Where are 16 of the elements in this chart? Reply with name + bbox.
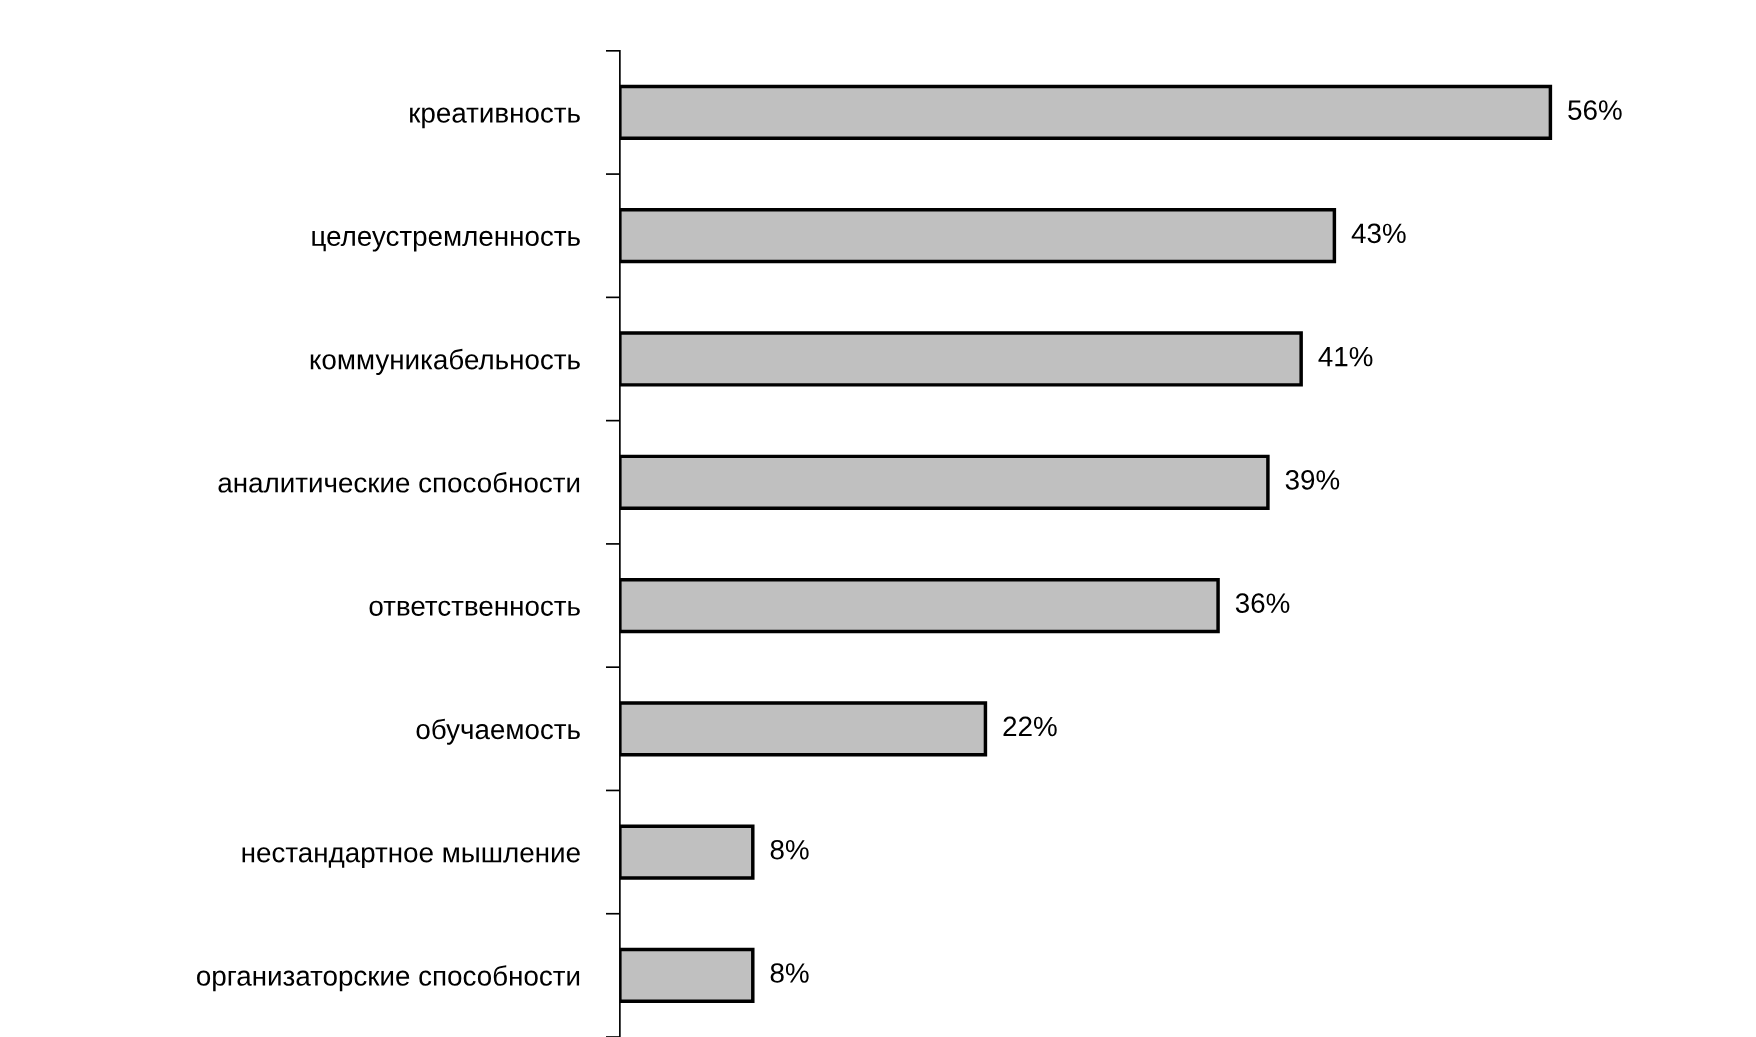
y-tick-label: целеустремленность [312, 230, 580, 252]
data-label: 8% [770, 839, 809, 860]
data-label: 41% [1318, 346, 1373, 367]
y-tick-label: ответственность [369, 600, 580, 616]
data-label: 43% [1351, 223, 1406, 244]
data-label: 8% [770, 963, 809, 983]
y-tick-label: обучаемость [416, 718, 580, 745]
data-label: 36% [1235, 593, 1290, 613]
y-tick-label: аналитические способности [218, 471, 580, 493]
y-tick-label: креативность [410, 107, 580, 129]
data-label: 39% [1285, 470, 1340, 490]
data-label: 56% [1568, 100, 1622, 120]
y-tick-label: нестандартное мышление [242, 847, 580, 868]
data-label: 22% [1003, 716, 1057, 737]
y-tick-label: коммуникабельность [310, 348, 580, 375]
y-tick-label: организаторские способности [197, 965, 580, 992]
